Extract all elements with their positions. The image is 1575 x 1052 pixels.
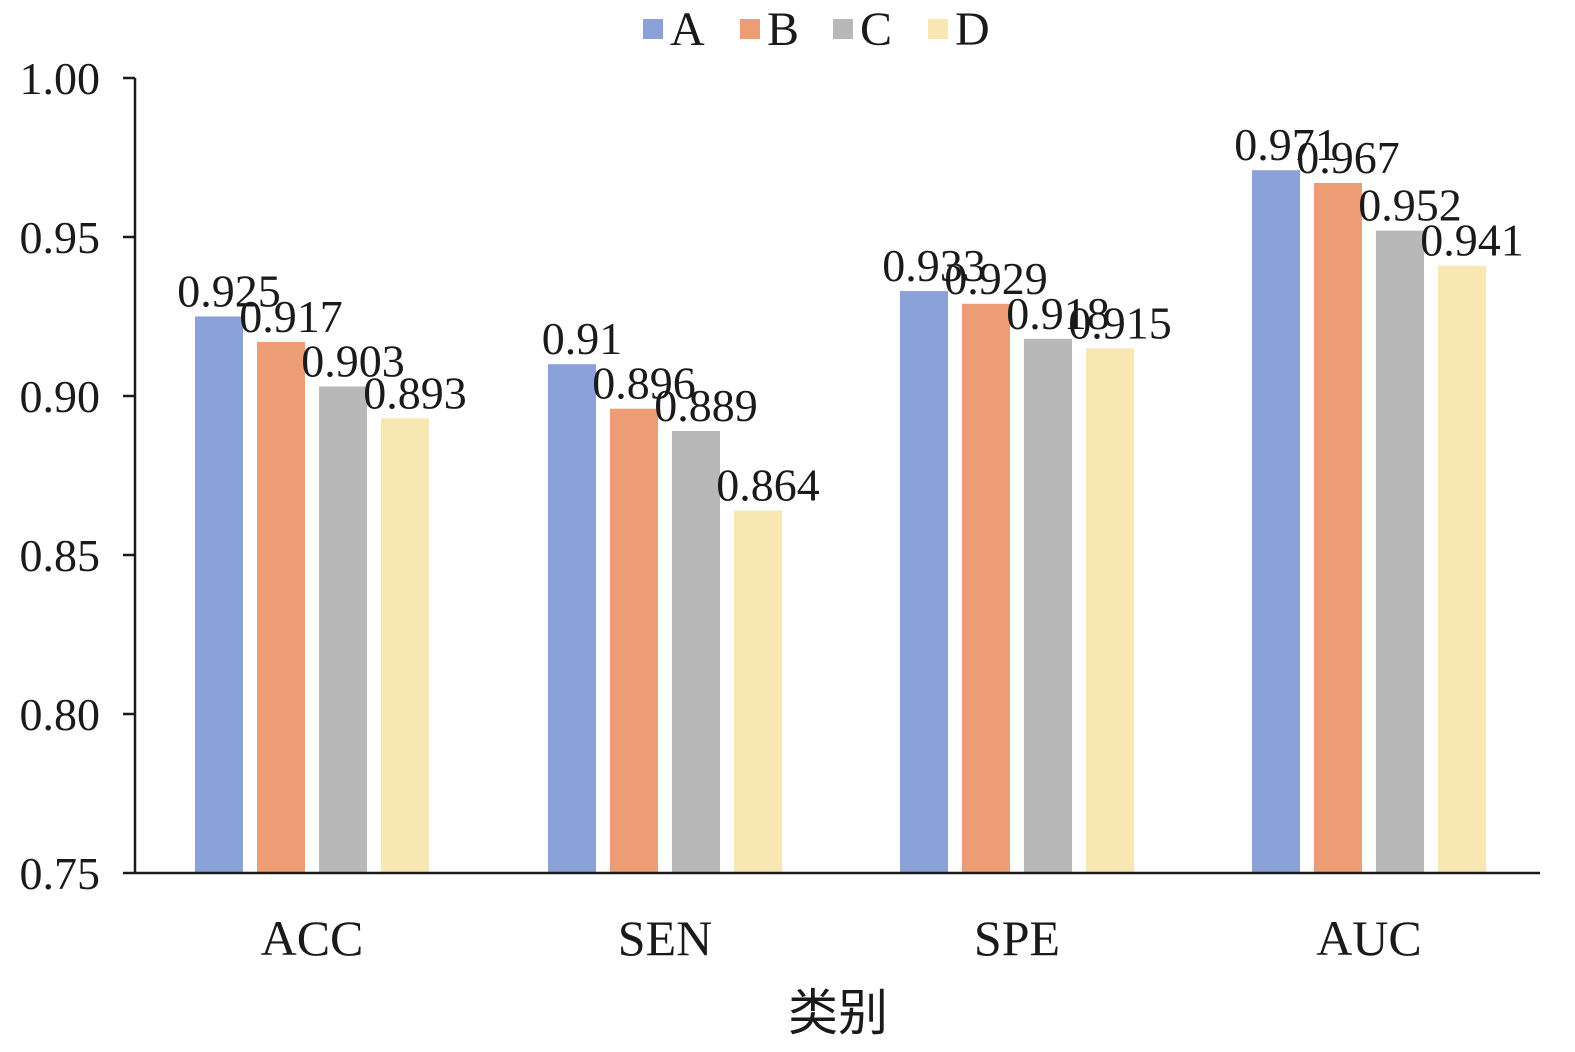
legend-swatch-a [643, 19, 663, 39]
legend-label-c: C [860, 3, 892, 56]
legend-label-b: B [767, 3, 799, 56]
x-tick-label-acc: ACC [261, 910, 364, 966]
bar-auc-a [1252, 170, 1300, 874]
y-tick-label: 0.80 [20, 689, 101, 740]
value-label-acc-d: 0.893 [363, 367, 467, 418]
value-label-spe-d: 0.915 [1068, 297, 1172, 348]
y-tick-label: 0.90 [20, 371, 101, 422]
bar-spe-b [962, 303, 1010, 873]
bar-acc-c [319, 386, 367, 873]
x-ticks-group: ACC SEN SPE AUC [261, 910, 1422, 966]
value-label-sen-d: 0.864 [716, 459, 820, 510]
value-label-acc-c: 0.903 [301, 335, 405, 386]
bar-auc-c [1376, 230, 1424, 873]
value-label-acc-b: 0.917 [239, 291, 343, 342]
bar-spe-a [900, 291, 948, 873]
bar-acc-d [381, 418, 429, 873]
bar-sen-d [734, 510, 782, 873]
bar-sen-c [672, 430, 720, 873]
value-label-sen-c: 0.889 [654, 380, 758, 431]
y-ticks-group: 0.75 0.80 0.85 0.90 0.95 1.00 [20, 53, 135, 899]
legend-label-d: D [955, 3, 990, 56]
legend-label-a: A [670, 3, 705, 56]
bar-spe-c [1024, 338, 1072, 873]
legend: A B C D [643, 3, 990, 56]
value-label-spe-b: 0.929 [944, 253, 1048, 304]
x-tick-label-sen: SEN [618, 910, 712, 966]
legend-swatch-c [833, 19, 853, 39]
bar-auc-b [1314, 182, 1362, 873]
y-tick-label: 0.95 [20, 212, 101, 263]
value-label-auc-a: 0.971 [1234, 119, 1338, 170]
value-label-spe-c: 0.918 [1006, 288, 1110, 339]
x-tick-label-spe: SPE [974, 910, 1060, 966]
y-tick-label: 0.85 [20, 530, 101, 581]
value-label-acc-a: 0.925 [177, 266, 281, 317]
value-label-auc-c: 0.952 [1358, 180, 1462, 231]
bar-sen-a [548, 364, 596, 873]
value-label-sen-b: 0.896 [592, 358, 696, 409]
x-tick-label-auc: AUC [1316, 910, 1422, 966]
legend-swatch-d [928, 19, 948, 39]
bar-auc-d [1438, 265, 1486, 873]
y-tick-label: 0.75 [20, 848, 101, 899]
bar-spe-d [1086, 348, 1134, 873]
axes-group [133, 78, 1540, 875]
value-label-auc-b: 0.967 [1296, 132, 1400, 183]
bars-group [195, 170, 1486, 874]
x-axis-title: 类别 [788, 984, 888, 1042]
bar-acc-b [257, 341, 305, 873]
value-label-auc-d: 0.941 [1420, 215, 1524, 266]
value-label-sen-a: 0.91 [542, 313, 623, 364]
bar-acc-a [195, 316, 243, 873]
legend-swatch-b [740, 19, 760, 39]
y-tick-label: 1.00 [20, 53, 101, 104]
bar-sen-b [610, 408, 658, 873]
value-label-spe-a: 0.933 [882, 240, 986, 291]
